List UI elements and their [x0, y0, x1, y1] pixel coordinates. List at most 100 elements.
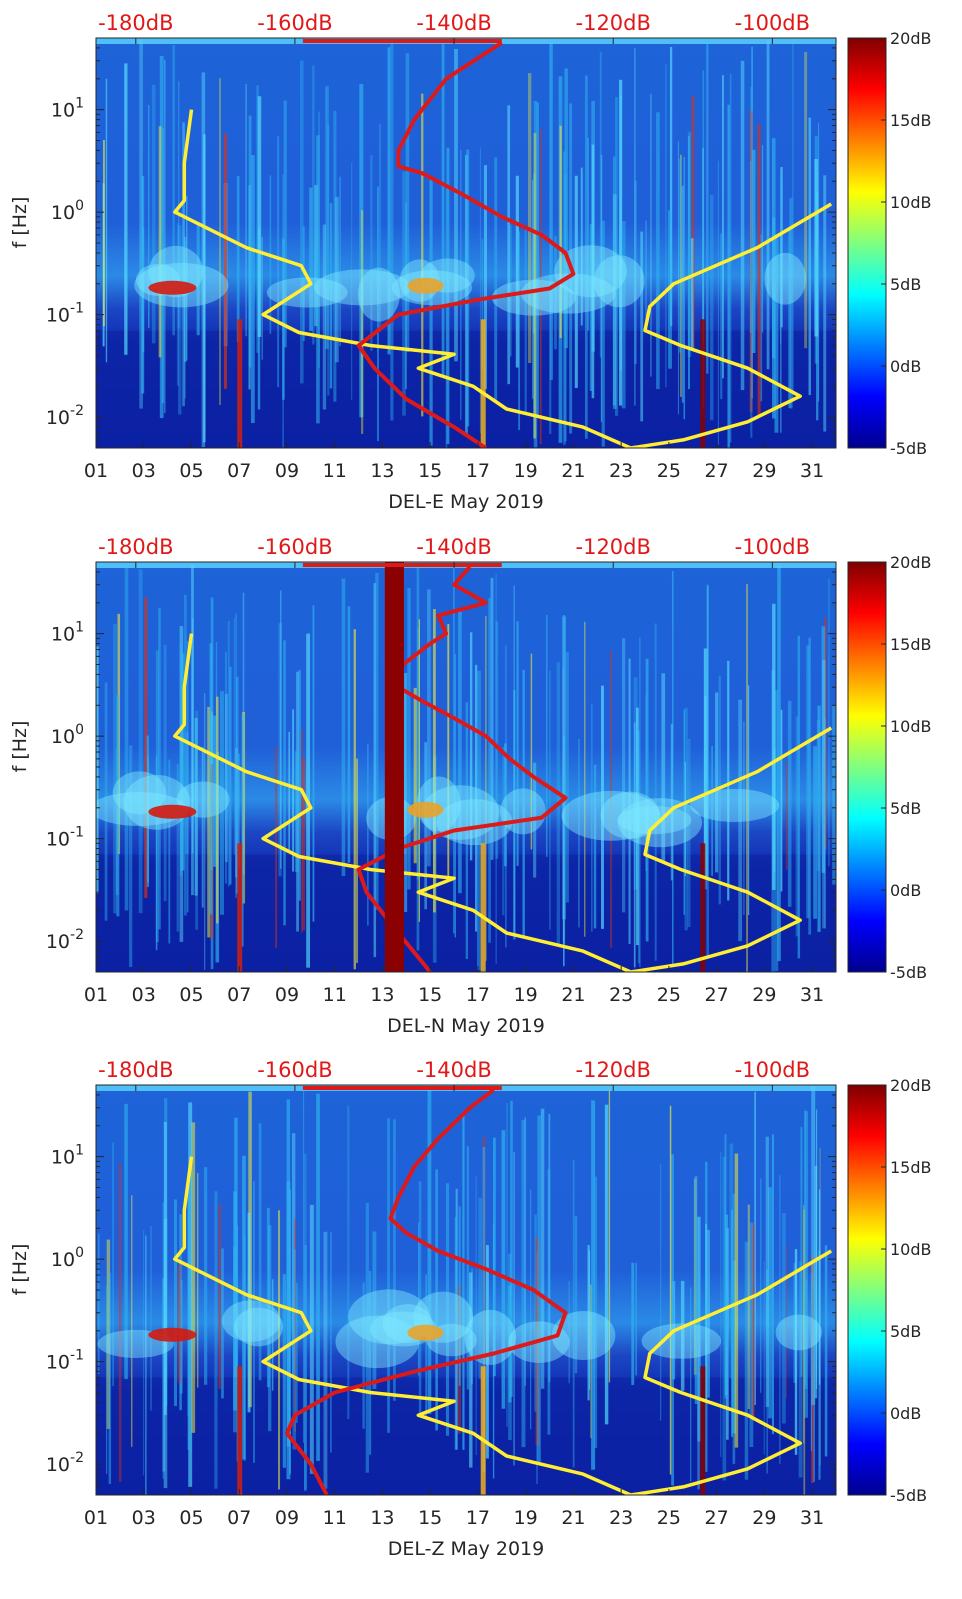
spectrogram-streak [441, 43, 445, 376]
spectrogram-streak [433, 609, 436, 913]
x-tick-label: 03 [132, 984, 156, 1006]
x-tick-label: 11 [323, 460, 347, 482]
spectrogram-streak [635, 1262, 637, 1376]
spectrogram-streak [102, 140, 105, 327]
spectrogram-streak [105, 78, 108, 363]
spectrogram-streak [530, 653, 533, 850]
microseism-blob [221, 1300, 281, 1342]
x-tick-label: 15 [418, 460, 442, 482]
spectrogram-streak [803, 1205, 805, 1444]
spectrogram-streak [402, 171, 406, 416]
spectrogram-streak [367, 743, 369, 926]
spectrogram-streak [370, 155, 373, 351]
spectrogram-streak [818, 1189, 821, 1385]
spectrogram-streak [325, 86, 329, 350]
top-tick-label: -160dB [257, 11, 332, 35]
spectrogram-streak [163, 59, 166, 414]
spectrogram-streak [690, 238, 694, 351]
spectrogram-streak [694, 1175, 698, 1404]
spectrogram-streak [734, 1153, 739, 1448]
spectrogram-streak [800, 1126, 803, 1377]
spectrogram-streak [478, 1197, 483, 1379]
spectrogram-streak [312, 65, 315, 345]
spectrogram-streak [163, 1122, 167, 1415]
microseism-blob [520, 273, 616, 314]
spectrogram-streak [162, 1278, 166, 1472]
spectrogram-streak [245, 84, 247, 337]
colorbar-tick-label: -5dB [890, 1486, 927, 1505]
spectrogram-streak [372, 1231, 377, 1389]
spectrogram-streak [454, 653, 456, 938]
spectrogram-streak [485, 616, 487, 961]
spectrogram-streak [584, 75, 588, 439]
spectrogram-area [96, 38, 836, 448]
hotspot [148, 1327, 197, 1342]
spectrogram-streak [513, 1151, 515, 1466]
colorbar-tick-label: 10dB [890, 193, 932, 212]
spectrogram-streak [176, 764, 180, 932]
spectrogram-streak [510, 224, 512, 357]
spectrogram-streak [446, 147, 450, 445]
spectrogram-streak [113, 623, 117, 914]
spectrogram-streak [797, 635, 801, 959]
spectrogram-streak [219, 691, 224, 915]
microseism-blob [554, 245, 627, 298]
x-tick-label: 29 [752, 1507, 776, 1529]
spectrogram-streak [562, 614, 566, 945]
spectrogram-streak [711, 745, 713, 876]
y-tick-label: 101 [51, 620, 84, 646]
colorbar-tick-label: 0dB [890, 881, 921, 900]
spectrogram-streak [277, 136, 280, 388]
colorbar-tick-label: 20dB [890, 1076, 932, 1095]
spectrogram-streak [718, 675, 721, 905]
spectrogram-streak [191, 1122, 196, 1433]
spectrogram-streak [690, 1287, 692, 1482]
spectrogram-streak [418, 619, 420, 922]
spectrogram-streak [298, 669, 301, 901]
spectrogram-streak [524, 1117, 526, 1387]
spectrogram-streak [537, 1115, 541, 1464]
spectrogram-streak [532, 229, 535, 334]
x-tick-label: 07 [227, 1507, 251, 1529]
hotspot [407, 277, 444, 294]
spectrogram-streak [300, 60, 304, 384]
spectrogram-streak [296, 1282, 298, 1423]
spectrogram-streak [288, 731, 290, 854]
spectrogram-streak [702, 70, 705, 409]
spectrogram-streak [729, 1143, 734, 1379]
spectrogram-streak [427, 1085, 432, 1414]
spectrogram-streak [201, 747, 204, 908]
x-tick-label: 05 [179, 460, 203, 482]
spectrogram-streak [375, 572, 379, 910]
y-tick-label: 10-2 [46, 927, 84, 953]
spectrogram-streak [589, 223, 593, 391]
colorbar-tick-label: 5dB [890, 275, 921, 294]
spectrogram-streak [760, 234, 763, 402]
spectrogram-streak [466, 1146, 470, 1390]
spectrogram-streak [312, 605, 315, 922]
spectrogram-streak [405, 53, 410, 353]
spectrogram-streak [243, 1235, 246, 1461]
colorbar-tick-label: 0dB [890, 1404, 921, 1423]
spectrogram-streak [182, 122, 185, 407]
spectrogram-streak [779, 1175, 781, 1465]
spectrogram-streak [196, 224, 200, 336]
spectrogram-streak [213, 715, 217, 867]
microseism-blob [112, 771, 167, 815]
spectrogram-streak [452, 565, 455, 934]
spectrogram-streak [183, 236, 187, 362]
spectrogram-streak [591, 144, 595, 399]
spectrogram-streak [257, 96, 262, 337]
spectrogram-streak [832, 705, 836, 885]
spectrogram-streak [731, 1210, 734, 1437]
spectrogram-streak [445, 1183, 450, 1436]
spectrogram-streak [671, 1154, 674, 1486]
spectrogram-streak [590, 1284, 592, 1439]
spectrogram-streak [224, 693, 228, 863]
spectrogram-streak [148, 105, 150, 328]
colorbar-tick-label: 15dB [890, 635, 932, 654]
spectrogram-streak [705, 1224, 708, 1402]
top-tick-label: -120dB [576, 535, 651, 559]
spectrogram-streak [475, 664, 478, 932]
